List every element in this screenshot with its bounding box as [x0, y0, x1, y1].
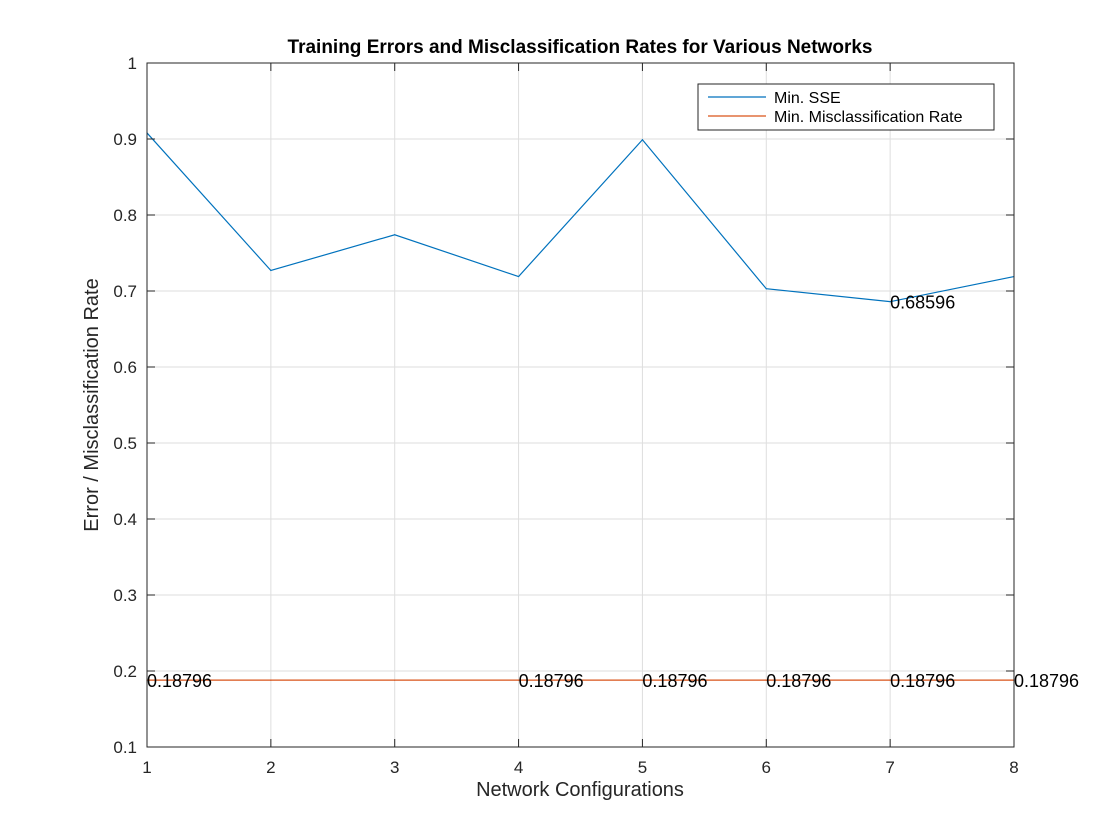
x-tick-label: 4 [514, 758, 523, 777]
data-point-min-sse [517, 275, 520, 278]
y-tick-label: 0.4 [113, 510, 137, 529]
data-label: 0.18796 [519, 671, 584, 691]
legend: Min. SSE Min. Misclassification Rate [697, 83, 995, 131]
data-label: 0.18796 [766, 671, 831, 691]
chart-title: Training Errors and Misclassification Ra… [288, 37, 873, 58]
y-tick-label: 0.6 [113, 358, 137, 377]
y-tick-label: 0.3 [113, 586, 137, 605]
axes-box [146, 62, 1015, 748]
data-point-min-misclassification-rate [889, 679, 891, 681]
axis-ticks: 1 2 3 4 5 6 7 8 0.1 0.2 0.3 0.4 0.5 0.6 0.7 0.8 0.9 1 [113, 54, 1018, 777]
data-point-min-sse [641, 139, 644, 141]
plot-area [147, 63, 1014, 747]
data-labels: 0.18796 0.18796 0.18796 0.18796 0.18796 0.187… [147, 293, 1079, 691]
legend-label-min-misclassification-rate: Min. Misclassification Rate [774, 109, 963, 126]
y-tick-label: 0.9 [113, 130, 137, 149]
data-label: 0.18796 [642, 671, 707, 691]
x-tick-label: 2 [266, 758, 275, 777]
x-tick-label: 3 [390, 758, 399, 777]
series-line-min-sse [146, 132, 1015, 303]
legend-label-min-sse: Min. SSE [774, 90, 841, 107]
y-tick-label: 0.1 [113, 738, 137, 757]
x-tick-label: 8 [1009, 758, 1018, 777]
y-tick-label: 0.7 [113, 282, 137, 301]
data-point-min-sse [889, 301, 891, 303]
x-axis-label: Network Configurations [476, 779, 684, 801]
y-axis-label: Error / Misclassification Rate [81, 278, 103, 531]
data-label: 0.18796 [890, 671, 955, 691]
data-point-min-misclassification-rate [270, 679, 272, 681]
data-point-min-sse [270, 269, 272, 272]
data-label: 0.18796 [147, 671, 212, 691]
data-point-min-sse [394, 234, 396, 236]
legend-box [697, 83, 995, 131]
data-point-min-sse [765, 288, 767, 290]
data-point-min-misclassification-rate [517, 679, 520, 681]
data-point-min-misclassification-rate [394, 679, 396, 681]
data-label: 0.18796 [1014, 671, 1079, 691]
y-tick-label: 1 [128, 54, 137, 73]
x-tick-label: 5 [638, 758, 647, 777]
x-tick-label: 7 [885, 758, 894, 777]
y-tick-label: 0.5 [113, 434, 137, 453]
data-point-min-misclassification-rate [765, 679, 767, 681]
y-tick-label: 0.8 [113, 206, 137, 225]
y-tick-label: 0.2 [113, 662, 137, 681]
x-tick-label: 6 [762, 758, 771, 777]
data-point-min-misclassification-rate [641, 679, 644, 681]
data-label: 0.68596 [890, 293, 955, 313]
x-tick-label: 1 [142, 758, 151, 777]
